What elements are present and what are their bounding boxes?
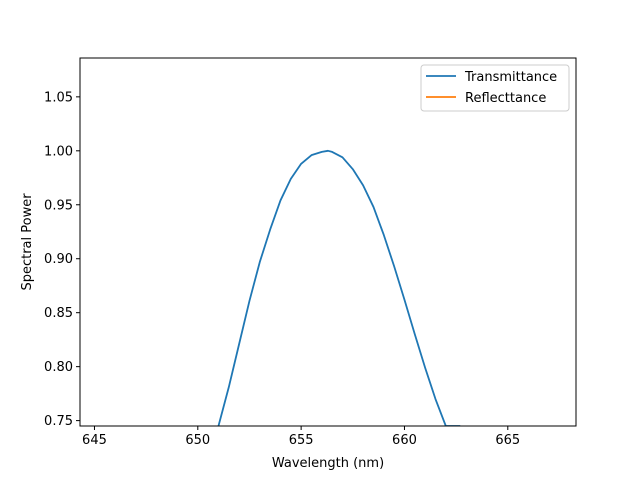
series-line-transmittance <box>217 149 461 426</box>
legend-box <box>420 64 570 112</box>
legend: Transmittance Reflecttance <box>420 64 570 112</box>
legend-label-transmittance: Transmittance <box>464 70 557 85</box>
x-tick-label: 645 <box>82 433 107 448</box>
y-axis-label: Spectral Power <box>20 193 35 291</box>
plot-area <box>80 58 576 426</box>
plot-frame <box>79 57 577 427</box>
x-tick-label: 655 <box>289 433 314 448</box>
x-tick-label: 650 <box>185 433 210 448</box>
y-tick-label: 0.90 <box>44 252 73 267</box>
x-tick-label: 665 <box>495 433 520 448</box>
y-tick-label: 0.75 <box>44 414 73 429</box>
y-tick-label: 0.85 <box>44 306 73 321</box>
series-layer <box>217 149 461 426</box>
y-tick-label: 1.05 <box>44 90 73 105</box>
y-tick-label: 1.00 <box>44 144 73 159</box>
x-tick-label: 660 <box>392 433 417 448</box>
y-tick-label: 0.95 <box>44 198 73 213</box>
y-axis: 0.75 0.80 0.85 0.90 0.95 1.00 1.05 <box>44 90 80 429</box>
x-axis: 645 650 655 660 665 <box>82 426 520 448</box>
legend-label-reflecttance: Reflecttance <box>465 91 546 106</box>
x-axis-label: Wavelength (nm) <box>272 456 384 471</box>
y-tick-label: 0.80 <box>44 360 73 375</box>
